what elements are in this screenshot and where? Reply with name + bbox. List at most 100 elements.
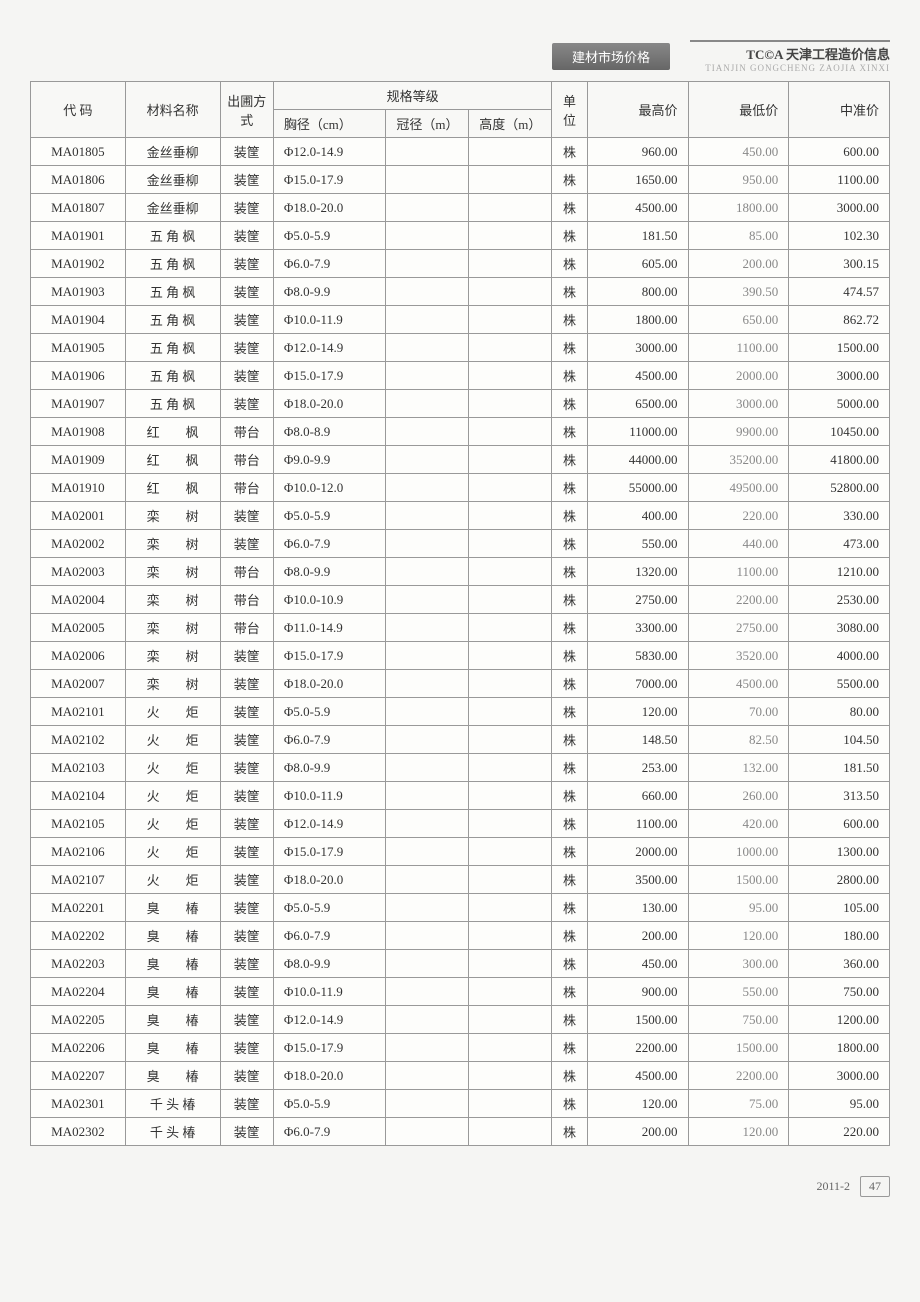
cell-name: 火 炬	[125, 754, 220, 782]
cell-mid: 360.00	[789, 950, 890, 978]
cell-method: 装筐	[220, 166, 273, 194]
cell-method: 带台	[220, 446, 273, 474]
cell-high: 1500.00	[587, 1006, 688, 1034]
cell-mid: 10450.00	[789, 418, 890, 446]
cell-spec2	[386, 782, 469, 810]
cell-spec1: Φ10.0-11.9	[273, 782, 386, 810]
cell-low: 4500.00	[688, 670, 789, 698]
cell-spec1: Φ5.0-5.9	[273, 502, 386, 530]
cell-name: 金丝垂柳	[125, 166, 220, 194]
cell-name: 臭 椿	[125, 950, 220, 978]
cell-unit: 株	[552, 138, 588, 166]
cell-spec2	[386, 922, 469, 950]
cell-low: 95.00	[688, 894, 789, 922]
cell-low: 70.00	[688, 698, 789, 726]
cell-low: 3000.00	[688, 390, 789, 418]
price-table: 代 码 材料名称 出圃方式 规格等级 单位 最高价 最低价 中准价 胸径（cm）…	[30, 81, 890, 1146]
cell-mid: 1100.00	[789, 166, 890, 194]
cell-spec3	[469, 866, 552, 894]
table-row: MA02007栾 树装筐Φ18.0-20.0株7000.004500.00550…	[31, 670, 890, 698]
cell-spec1: Φ8.0-9.9	[273, 950, 386, 978]
cell-unit: 株	[552, 978, 588, 1006]
cell-name: 栾 树	[125, 530, 220, 558]
cell-spec2	[386, 642, 469, 670]
cell-name: 金丝垂柳	[125, 138, 220, 166]
cell-code: MA01910	[31, 474, 126, 502]
cell-code: MA02205	[31, 1006, 126, 1034]
cell-name: 金丝垂柳	[125, 194, 220, 222]
cell-method: 装筐	[220, 922, 273, 950]
cell-spec3	[469, 1006, 552, 1034]
cell-spec1: Φ15.0-17.9	[273, 362, 386, 390]
cell-code: MA01907	[31, 390, 126, 418]
brand-box: TC©A 天津工程造价信息 TIANJIN GONGCHENG ZAOJIA X…	[690, 40, 890, 73]
cell-spec3	[469, 922, 552, 950]
table-row: MA01909红 枫带台Φ9.0-9.9株44000.0035200.00418…	[31, 446, 890, 474]
cell-low: 2750.00	[688, 614, 789, 642]
cell-low: 1000.00	[688, 838, 789, 866]
cell-spec1: Φ5.0-5.9	[273, 698, 386, 726]
table-body: MA01805金丝垂柳装筐Φ12.0-14.9株960.00450.00600.…	[31, 138, 890, 1146]
cell-unit: 株	[552, 698, 588, 726]
table-row: MA02301千 头 椿装筐Φ5.0-5.9株120.0075.0095.00	[31, 1090, 890, 1118]
th-spec1: 胸径（cm）	[273, 110, 386, 138]
table-row: MA02207臭 椿装筐Φ18.0-20.0株4500.002200.00300…	[31, 1062, 890, 1090]
cell-method: 装筐	[220, 670, 273, 698]
cell-spec1: Φ12.0-14.9	[273, 810, 386, 838]
cell-high: 450.00	[587, 950, 688, 978]
cell-low: 82.50	[688, 726, 789, 754]
th-spec2: 冠径（m）	[386, 110, 469, 138]
cell-spec3	[469, 642, 552, 670]
cell-unit: 株	[552, 502, 588, 530]
cell-method: 装筐	[220, 194, 273, 222]
cell-method: 装筐	[220, 642, 273, 670]
cell-mid: 300.15	[789, 250, 890, 278]
cell-high: 1650.00	[587, 166, 688, 194]
cell-unit: 株	[552, 586, 588, 614]
cell-name: 臭 椿	[125, 894, 220, 922]
cell-method: 装筐	[220, 782, 273, 810]
table-row: MA01910红 枫带台Φ10.0-12.0株55000.0049500.005…	[31, 474, 890, 502]
cell-spec2	[386, 1090, 469, 1118]
cell-spec2	[386, 474, 469, 502]
cell-spec1: Φ15.0-17.9	[273, 1034, 386, 1062]
cell-code: MA02005	[31, 614, 126, 642]
cell-mid: 220.00	[789, 1118, 890, 1146]
table-row: MA01904五 角 枫装筐Φ10.0-11.9株1800.00650.0086…	[31, 306, 890, 334]
cell-code: MA02206	[31, 1034, 126, 1062]
cell-high: 2200.00	[587, 1034, 688, 1062]
cell-code: MA01905	[31, 334, 126, 362]
cell-spec2	[386, 306, 469, 334]
cell-spec2	[386, 1034, 469, 1062]
cell-spec2	[386, 978, 469, 1006]
cell-spec3	[469, 726, 552, 754]
cell-code: MA01904	[31, 306, 126, 334]
table-row: MA02107火 炬装筐Φ18.0-20.0株3500.001500.00280…	[31, 866, 890, 894]
cell-method: 装筐	[220, 810, 273, 838]
cell-name: 五 角 枫	[125, 362, 220, 390]
cell-code: MA01908	[31, 418, 126, 446]
cell-name: 臭 椿	[125, 978, 220, 1006]
cell-unit: 株	[552, 894, 588, 922]
th-spec3: 高度（m）	[469, 110, 552, 138]
cell-spec1: Φ6.0-7.9	[273, 1118, 386, 1146]
cell-unit: 株	[552, 810, 588, 838]
cell-method: 装筐	[220, 222, 273, 250]
cell-spec2	[386, 810, 469, 838]
cell-spec1: Φ5.0-5.9	[273, 1090, 386, 1118]
cell-high: 3300.00	[587, 614, 688, 642]
page-number: 47	[860, 1176, 890, 1197]
cell-code: MA01805	[31, 138, 126, 166]
cell-spec1: Φ8.0-8.9	[273, 418, 386, 446]
cell-spec3	[469, 362, 552, 390]
table-row: MA01903五 角 枫装筐Φ8.0-9.9株800.00390.50474.5…	[31, 278, 890, 306]
cell-mid: 2530.00	[789, 586, 890, 614]
cell-high: 55000.00	[587, 474, 688, 502]
cell-spec1: Φ8.0-9.9	[273, 558, 386, 586]
cell-code: MA02006	[31, 642, 126, 670]
cell-mid: 862.72	[789, 306, 890, 334]
th-spec-group: 规格等级	[273, 82, 551, 110]
cell-high: 120.00	[587, 698, 688, 726]
cell-spec1: Φ10.0-11.9	[273, 306, 386, 334]
cell-spec3	[469, 894, 552, 922]
